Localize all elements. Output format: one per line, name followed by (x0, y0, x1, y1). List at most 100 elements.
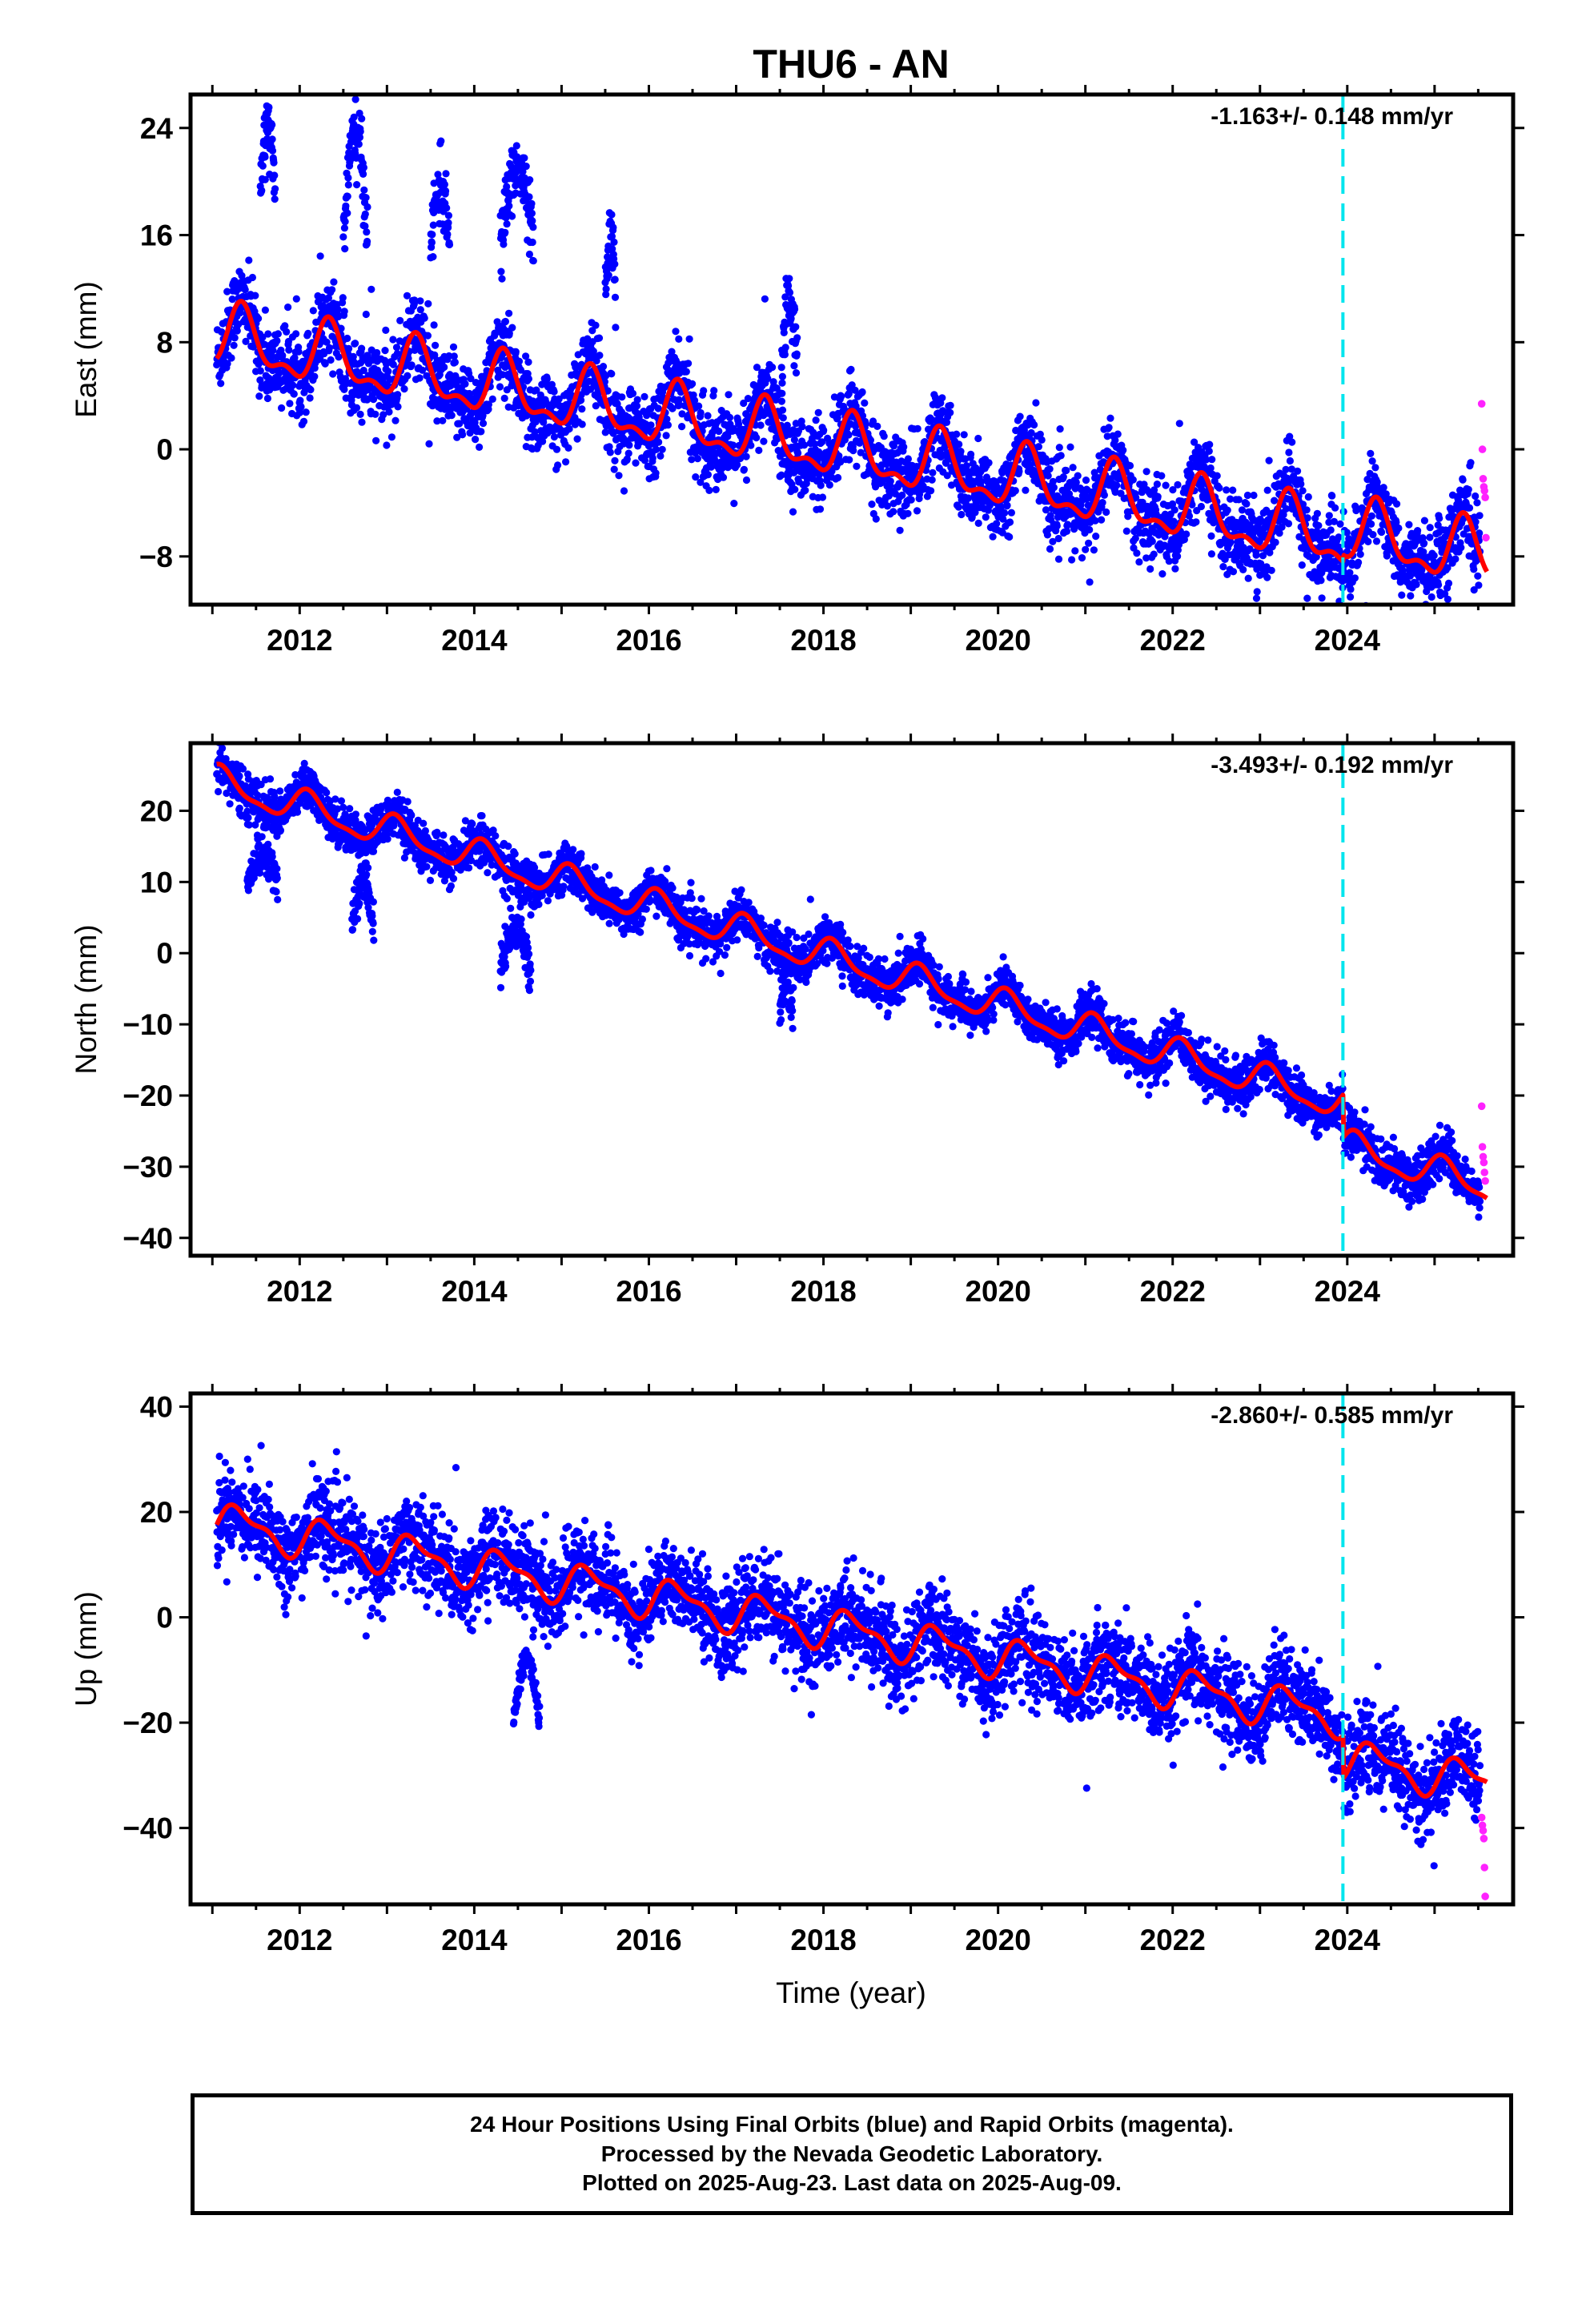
final-orbit-point (604, 271, 612, 279)
final-orbit-point (1382, 490, 1390, 498)
final-orbit-point (689, 380, 697, 388)
final-orbit-point (373, 348, 381, 357)
final-orbit-point (1287, 465, 1295, 473)
final-orbit-point (1046, 545, 1054, 553)
final-orbit-point (259, 162, 267, 170)
final-orbit-point (1208, 456, 1216, 464)
final-orbit-point (1207, 464, 1215, 472)
final-orbit-point (1171, 565, 1179, 573)
final-orbit-point (1188, 501, 1196, 509)
final-orbit-point (444, 219, 452, 227)
final-orbit-point (430, 321, 438, 329)
final-orbit-point (1148, 537, 1156, 545)
final-orbit-point (697, 478, 705, 486)
final-orbit-point (998, 503, 1006, 511)
final-orbit-point (695, 402, 703, 410)
final-orbit-point (1467, 459, 1475, 467)
final-orbit-point (276, 787, 284, 795)
model-fit-line (215, 299, 1489, 575)
final-orbit-point (633, 396, 641, 404)
final-orbit-point (281, 322, 289, 330)
final-orbit-point (921, 438, 929, 446)
final-orbit-point (271, 171, 279, 179)
final-orbit-point (439, 416, 447, 424)
final-orbit-point (873, 422, 881, 431)
final-orbit-point (609, 223, 617, 231)
final-orbit-point (777, 471, 785, 479)
final-orbit-point (389, 360, 397, 368)
rapid-orbit-point (1477, 400, 1486, 408)
final-orbit-point (962, 462, 970, 470)
final-orbit-point (515, 357, 524, 365)
final-orbit-point (1399, 607, 1406, 614)
final-orbit-point (1098, 499, 1106, 507)
final-orbit-point (335, 353, 343, 361)
final-orbit-point (448, 412, 456, 420)
final-orbit-point (484, 400, 493, 408)
final-orbit-point (861, 399, 869, 407)
final-orbit-point (742, 452, 750, 460)
final-orbit-point (907, 496, 915, 504)
final-orbit-point (692, 473, 700, 481)
final-orbit-point (1404, 615, 1411, 622)
final-orbit-point (1168, 500, 1177, 509)
final-orbit-point (793, 350, 801, 358)
final-orbit-point (367, 285, 375, 293)
final-orbit-point (329, 370, 337, 378)
x-tick-label: 2014 (441, 624, 508, 657)
final-orbit-point (1223, 486, 1231, 494)
final-orbit-point (392, 344, 401, 352)
final-orbit-point (230, 341, 238, 349)
final-orbit-point (1129, 476, 1137, 484)
final-orbit-point (351, 340, 359, 348)
rapid-orbit-point (1480, 487, 1488, 495)
final-orbit-point (432, 341, 440, 349)
final-orbit-point (744, 395, 753, 403)
final-orbit-point (904, 455, 912, 463)
final-orbit-point (880, 432, 888, 440)
final-orbit-point (624, 449, 632, 457)
final-orbit-point (618, 393, 626, 401)
final-orbit-point (585, 377, 593, 385)
final-orbit-point (440, 180, 449, 188)
final-orbit-point (1022, 486, 1030, 494)
final-orbit-point (501, 228, 509, 236)
final-orbit-point (1371, 464, 1379, 472)
final-orbit-point (339, 294, 347, 302)
final-orbit-point (299, 417, 308, 425)
final-orbit-point (321, 360, 329, 368)
final-orbit-point (1378, 528, 1386, 537)
final-orbit-point (1275, 529, 1283, 537)
x-tick-label: 2024 (1315, 624, 1381, 657)
final-orbit-point (235, 772, 243, 780)
final-orbit-point (1150, 486, 1158, 494)
final-orbit-point (292, 295, 300, 303)
final-orbit-point (503, 183, 511, 191)
final-orbit-point (596, 352, 604, 360)
final-orbit-point (350, 113, 358, 121)
final-orbit-point (780, 328, 788, 336)
final-orbit-point (1303, 514, 1311, 522)
final-orbit-point (292, 330, 300, 338)
final-orbit-point (1202, 456, 1211, 464)
final-orbit-point (1286, 456, 1294, 465)
final-orbit-point (295, 348, 303, 356)
final-orbit-point (778, 389, 786, 397)
final-orbit-point (1223, 506, 1231, 514)
final-orbit-point (753, 364, 761, 372)
final-orbit-point (1351, 574, 1359, 582)
final-orbit-point (1111, 488, 1119, 497)
final-orbit-point (1131, 534, 1139, 542)
final-orbit-point (251, 821, 259, 829)
final-orbit-point (248, 273, 256, 282)
final-orbit-point (632, 402, 641, 410)
final-orbit-point (760, 437, 768, 445)
final-orbit-point (1182, 530, 1191, 538)
final-orbit-point (1369, 531, 1377, 539)
final-orbit-point (499, 371, 507, 379)
final-orbit-point (816, 505, 825, 513)
final-orbit-point (396, 316, 404, 324)
final-orbit-point (946, 408, 954, 416)
final-orbit-point (337, 324, 345, 332)
